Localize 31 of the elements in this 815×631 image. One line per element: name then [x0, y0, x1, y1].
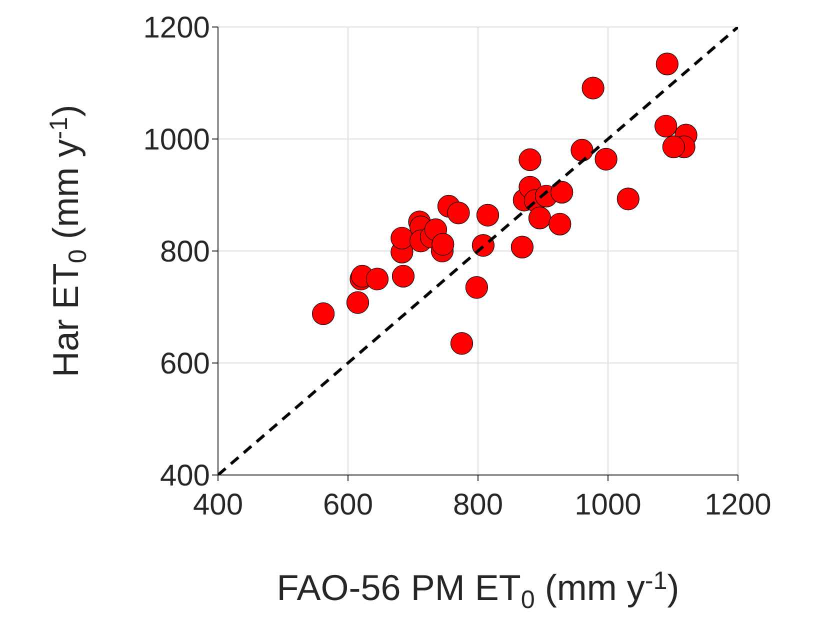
point: [465, 276, 488, 299]
point: [447, 202, 470, 224]
x-tick-label: 1000: [574, 488, 642, 522]
y-tick-label: 800: [160, 236, 210, 269]
point: [548, 212, 572, 236]
point: [312, 302, 335, 326]
point: [390, 226, 414, 250]
point: [450, 332, 474, 355]
point: [662, 136, 685, 158]
point: [366, 268, 389, 290]
x-tick-label: 1200: [704, 488, 772, 522]
point: [518, 148, 542, 172]
x-tick-label: 800: [452, 488, 504, 522]
point: [594, 148, 618, 170]
point: [510, 236, 534, 258]
point: [654, 114, 678, 138]
point: [616, 188, 640, 210]
point: [392, 264, 415, 288]
y-tick-label: 1000: [143, 124, 210, 157]
point: [582, 76, 604, 100]
point: [432, 232, 454, 256]
point: [346, 291, 370, 314]
y-tick-label: 600: [160, 348, 210, 381]
point: [570, 138, 594, 162]
point: [476, 204, 500, 226]
y-tick-label: 1200: [143, 12, 210, 45]
x-axis-title: FAO-56 PM ET$_{0}$ (mm y$^{-1}$): [276, 566, 680, 614]
point: [550, 180, 574, 204]
x-tick-label: 600: [322, 488, 374, 522]
point: [656, 52, 678, 76]
point: [528, 206, 552, 230]
